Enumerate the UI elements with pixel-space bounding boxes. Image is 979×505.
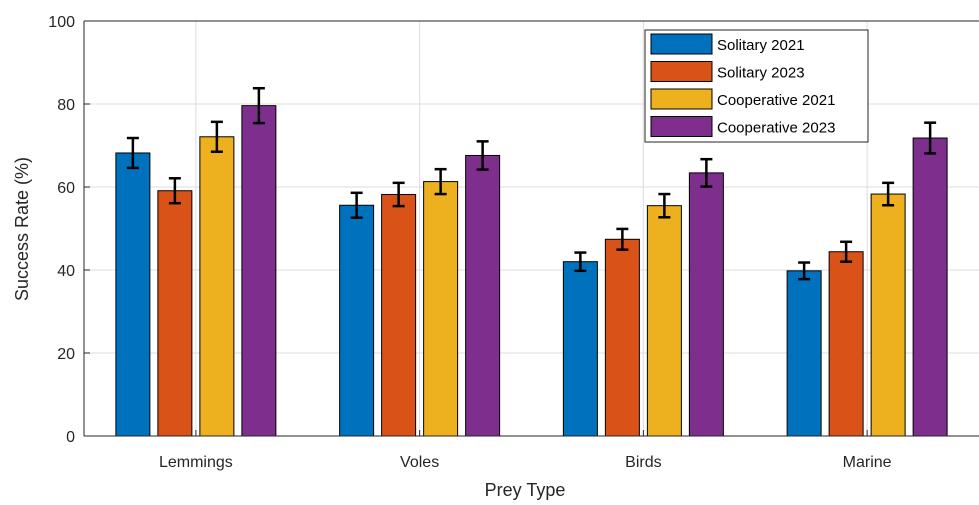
y-tick-label: 0 — [66, 429, 75, 446]
x-tick-label: Lemmings — [159, 454, 233, 471]
bar — [604, 238, 640, 437]
x-tick-label: Birds — [625, 454, 661, 471]
legend-swatch — [650, 61, 713, 82]
legend-swatch — [650, 33, 713, 55]
y-tick-label: 60 — [57, 180, 75, 197]
legend-label: Solitary 2021 — [717, 37, 805, 54]
y-axis-label: Success Rate (%) — [12, 157, 32, 301]
legend-label: Cooperative 2021 — [717, 92, 835, 109]
bars-layer — [115, 86, 948, 437]
bar — [870, 193, 906, 437]
x-tick-label: Marine — [843, 454, 892, 471]
bar — [786, 270, 822, 437]
bar — [241, 105, 277, 437]
x-tick-label: Voles — [400, 454, 439, 471]
axes-layer: 0 20 40 60 80 100 Lemmings Voles Birds Marine — [48, 14, 979, 471]
y-tick-label: 80 — [57, 97, 75, 114]
bar — [381, 193, 417, 437]
bar — [339, 204, 375, 437]
bar — [115, 152, 151, 437]
bar — [688, 172, 724, 437]
legend: Solitary 2021 Solitary 2023 Cooperative 20… — [644, 29, 869, 143]
bar — [465, 154, 501, 437]
legend-label: Solitary 2023 — [717, 65, 805, 82]
bar — [423, 181, 459, 437]
y-tick-label: 40 — [57, 263, 75, 280]
legend-label: Cooperative 2023 — [717, 120, 835, 137]
legend-swatch — [650, 116, 713, 137]
bar — [912, 137, 948, 437]
bar — [199, 136, 235, 437]
bar — [646, 205, 682, 437]
legend-swatch — [650, 88, 713, 110]
bar — [562, 261, 598, 437]
bar — [157, 190, 193, 437]
x-axis-label: Prey Type — [485, 480, 566, 500]
y-tick-label: 100 — [48, 14, 75, 31]
bar — [828, 251, 864, 437]
y-tick-label: 20 — [57, 346, 75, 363]
